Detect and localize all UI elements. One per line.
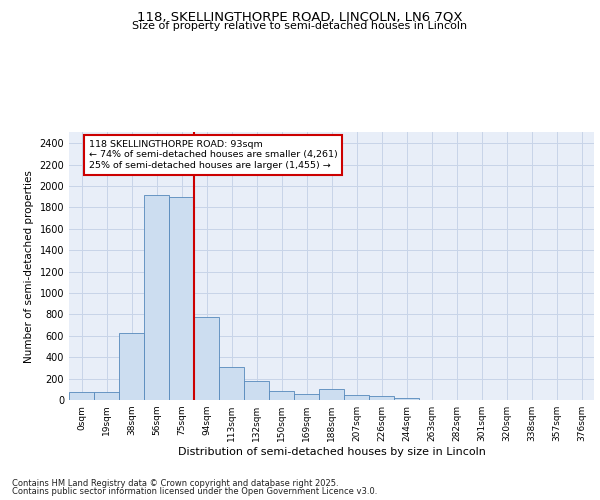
Bar — [269, 392, 294, 400]
X-axis label: Distribution of semi-detached houses by size in Lincoln: Distribution of semi-detached houses by … — [178, 447, 485, 457]
Bar — [169, 196, 194, 400]
Bar — [119, 332, 144, 400]
Bar — [394, 398, 419, 400]
Y-axis label: Number of semi-detached properties: Number of semi-detached properties — [24, 170, 34, 362]
Bar — [319, 390, 344, 400]
Text: 118 SKELLINGTHORPE ROAD: 93sqm
← 74% of semi-detached houses are smaller (4,261): 118 SKELLINGTHORPE ROAD: 93sqm ← 74% of … — [89, 140, 338, 170]
Text: Size of property relative to semi-detached houses in Lincoln: Size of property relative to semi-detach… — [133, 21, 467, 31]
Text: 118, SKELLINGTHORPE ROAD, LINCOLN, LN6 7QX: 118, SKELLINGTHORPE ROAD, LINCOLN, LN6 7… — [137, 10, 463, 23]
Bar — [344, 394, 369, 400]
Bar — [144, 194, 169, 400]
Bar — [369, 396, 394, 400]
Bar — [294, 394, 319, 400]
Bar — [194, 316, 219, 400]
Text: Contains HM Land Registry data © Crown copyright and database right 2025.: Contains HM Land Registry data © Crown c… — [12, 478, 338, 488]
Bar — [244, 382, 269, 400]
Bar — [69, 392, 94, 400]
Bar — [94, 392, 119, 400]
Text: Contains public sector information licensed under the Open Government Licence v3: Contains public sector information licen… — [12, 487, 377, 496]
Bar — [219, 367, 244, 400]
